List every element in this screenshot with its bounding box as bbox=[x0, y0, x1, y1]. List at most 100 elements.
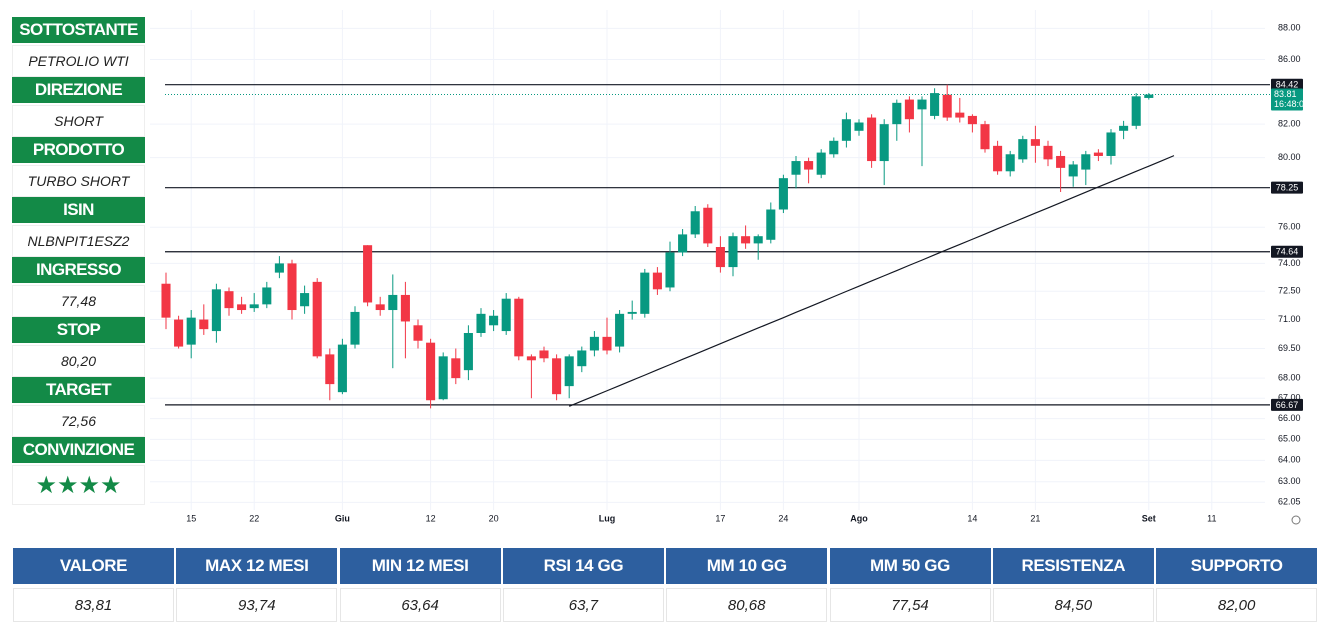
sidebar-value: SHORT bbox=[12, 105, 145, 137]
table-value: 63,7 bbox=[502, 588, 664, 622]
candle-body bbox=[993, 145, 1003, 172]
table-header: RESISTENZA bbox=[992, 548, 1154, 584]
level-label: 78.25 bbox=[1276, 183, 1299, 193]
y-tick-label: 76.00 bbox=[1278, 222, 1301, 232]
candle-body bbox=[665, 252, 675, 288]
chart: 88.00 86.00 82.00 80.00 76.00 74.00 72.50 71.00… bbox=[150, 10, 1303, 525]
candle-body bbox=[300, 293, 310, 307]
candle-body bbox=[438, 356, 448, 400]
y-tick-label: 67.00 bbox=[1278, 393, 1301, 403]
candle-body bbox=[174, 319, 184, 347]
sidebar-value: 77,48 bbox=[12, 285, 145, 317]
candle-body bbox=[1068, 164, 1078, 177]
x-tick-label: Ago bbox=[850, 513, 868, 523]
y-tick-label: 69.50 bbox=[1278, 343, 1301, 353]
level-label: 66.67 bbox=[1276, 400, 1299, 410]
candle-body bbox=[274, 263, 284, 273]
candle-body bbox=[1144, 94, 1154, 98]
sidebar-label: TARGET bbox=[12, 377, 145, 403]
level-label-box bbox=[1271, 181, 1303, 194]
y-tick-label: 65.00 bbox=[1278, 434, 1301, 444]
candle-body bbox=[426, 342, 436, 401]
candle-body bbox=[791, 161, 801, 175]
candle-body bbox=[325, 354, 335, 385]
table-header: VALORE bbox=[13, 548, 174, 584]
candle-body bbox=[804, 161, 814, 170]
sidebar-label: DIREZIONE bbox=[12, 77, 145, 103]
table-value: 82,00 bbox=[1156, 588, 1318, 622]
candle-body bbox=[854, 122, 864, 131]
sidebar-label: PRODOTTO bbox=[12, 137, 145, 163]
candle-body bbox=[892, 102, 902, 125]
sidebar-value: 72,56 bbox=[12, 405, 145, 437]
candle-body bbox=[526, 356, 536, 361]
x-tick-label: Set bbox=[1142, 513, 1156, 523]
y-tick-label: 86.00 bbox=[1278, 54, 1301, 64]
candle-body bbox=[400, 294, 410, 322]
candle-body bbox=[312, 281, 322, 357]
candle-body bbox=[917, 99, 927, 110]
y-tick-label: 72.50 bbox=[1278, 286, 1301, 296]
table-value: 84,50 bbox=[992, 588, 1154, 622]
grid bbox=[150, 10, 1265, 510]
table-header: SUPPORTO bbox=[1156, 548, 1318, 584]
candle-body bbox=[489, 315, 499, 326]
y-tick-label: 82.00 bbox=[1278, 119, 1301, 129]
candle-body bbox=[413, 325, 423, 341]
x-tick-label: 14 bbox=[967, 513, 977, 523]
last-price-label: 83.81 bbox=[1274, 89, 1297, 99]
table-value: 63,64 bbox=[339, 588, 501, 622]
x-tick-label: 21 bbox=[1030, 513, 1040, 523]
x-tick-label: 12 bbox=[426, 513, 436, 523]
level-label-box bbox=[1271, 245, 1303, 258]
candle-body bbox=[388, 294, 398, 311]
x-tick-label: 24 bbox=[778, 513, 788, 523]
settings-icon[interactable] bbox=[1291, 515, 1301, 525]
candle-body bbox=[841, 119, 851, 141]
candle-body bbox=[778, 178, 788, 210]
x-tick-label: 11 bbox=[1207, 513, 1216, 523]
candle-body bbox=[501, 298, 511, 332]
candle-body bbox=[1131, 96, 1141, 126]
candle-body bbox=[1081, 154, 1091, 170]
candle-body bbox=[577, 350, 587, 367]
candle-body bbox=[602, 336, 612, 351]
x-tick-label: 20 bbox=[489, 513, 499, 523]
table-value: 80,68 bbox=[666, 588, 828, 622]
candle-body bbox=[753, 236, 763, 244]
x-tick-label: 15 bbox=[186, 513, 196, 523]
candle-body bbox=[615, 313, 625, 347]
candle-body bbox=[539, 350, 549, 359]
candle-body bbox=[161, 283, 171, 318]
candle-body bbox=[728, 236, 738, 268]
candle-body bbox=[1043, 145, 1053, 160]
candle-body bbox=[224, 291, 234, 309]
candle-body bbox=[514, 298, 524, 357]
candle-body bbox=[703, 207, 713, 244]
level-label: 84.42 bbox=[1276, 80, 1299, 90]
candle-body bbox=[640, 272, 650, 314]
table-header: RSI 14 GG bbox=[502, 548, 664, 584]
level-label-box bbox=[1271, 78, 1303, 91]
candle-body bbox=[690, 211, 700, 235]
sidebar-label: INGRESSO bbox=[12, 257, 145, 283]
table-header: MM 50 GG bbox=[829, 548, 991, 584]
level-label: 74.64 bbox=[1276, 247, 1299, 257]
candle-body bbox=[262, 287, 272, 305]
sidebar-label: STOP bbox=[12, 317, 145, 343]
candle-body bbox=[930, 93, 940, 116]
y-tick-label: 64.00 bbox=[1278, 455, 1301, 465]
candle-body bbox=[350, 311, 360, 345]
candle-body bbox=[766, 209, 776, 240]
sidebar-value: PETROLIO WTI bbox=[12, 45, 145, 77]
x-tick-label: Lug bbox=[599, 513, 616, 523]
candle-body bbox=[199, 319, 209, 330]
candle-body bbox=[463, 332, 473, 371]
y-tick-label: 62.05 bbox=[1278, 497, 1301, 507]
candle-body bbox=[967, 115, 977, 125]
candle-body bbox=[211, 289, 221, 332]
candle-body bbox=[904, 99, 914, 120]
candle-body bbox=[741, 236, 751, 244]
candle-body bbox=[955, 112, 965, 118]
table-value: 93,74 bbox=[176, 588, 338, 622]
